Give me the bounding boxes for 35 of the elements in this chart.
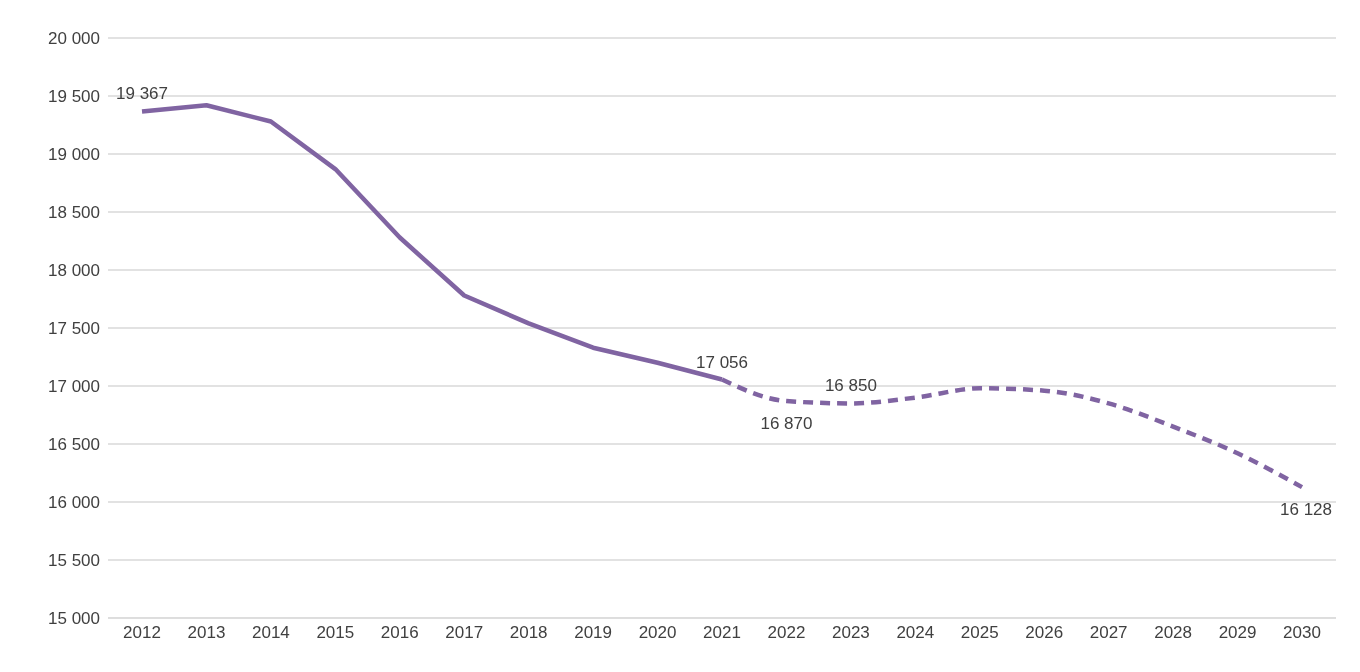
x-tick-label: 2015 (316, 623, 355, 643)
x-tick-label: 2017 (445, 623, 484, 643)
x-tick-label: 2026 (1025, 623, 1064, 643)
x-tick-label: 2018 (509, 623, 548, 643)
x-tick-label: 2013 (187, 623, 226, 643)
y-tick-label: 17 000 (48, 377, 100, 397)
y-tick-label: 20 000 (48, 29, 100, 49)
data-label: 16 870 (760, 414, 813, 434)
data-label: 16 850 (824, 376, 877, 396)
y-tick-label: 19 500 (48, 87, 100, 107)
x-tick-label: 2025 (960, 623, 999, 643)
x-tick-label: 2029 (1218, 623, 1257, 643)
y-tick-label: 15 500 (48, 551, 100, 571)
x-tick-label: 2012 (123, 623, 161, 643)
x-tick-label: 2021 (703, 623, 741, 643)
x-tick-label: 2020 (638, 623, 677, 643)
data-label: 17 056 (696, 352, 748, 372)
x-tick-label: 2022 (767, 623, 806, 643)
y-tick-label: 16 000 (48, 493, 100, 513)
data-label: 19 367 (116, 84, 168, 104)
x-tick-label: 2016 (380, 623, 419, 643)
y-tick-label: 17 500 (48, 319, 100, 339)
x-tick-label: 2024 (896, 623, 935, 643)
x-tick-label: 2014 (251, 623, 290, 643)
y-tick-label: 16 500 (48, 435, 100, 455)
x-tick-label: 2030 (1283, 623, 1321, 643)
data-label: 16 128 (1280, 500, 1332, 520)
y-tick-label: 19 000 (48, 145, 100, 165)
y-tick-label: 18 000 (48, 261, 100, 281)
x-tick-label: 2019 (574, 623, 613, 643)
x-tick-label: 2023 (831, 623, 870, 643)
y-tick-label: 15 000 (48, 609, 100, 629)
x-tick-label: 2028 (1154, 623, 1193, 643)
y-tick-label: 18 500 (48, 203, 100, 223)
x-tick-label: 2027 (1089, 623, 1128, 643)
